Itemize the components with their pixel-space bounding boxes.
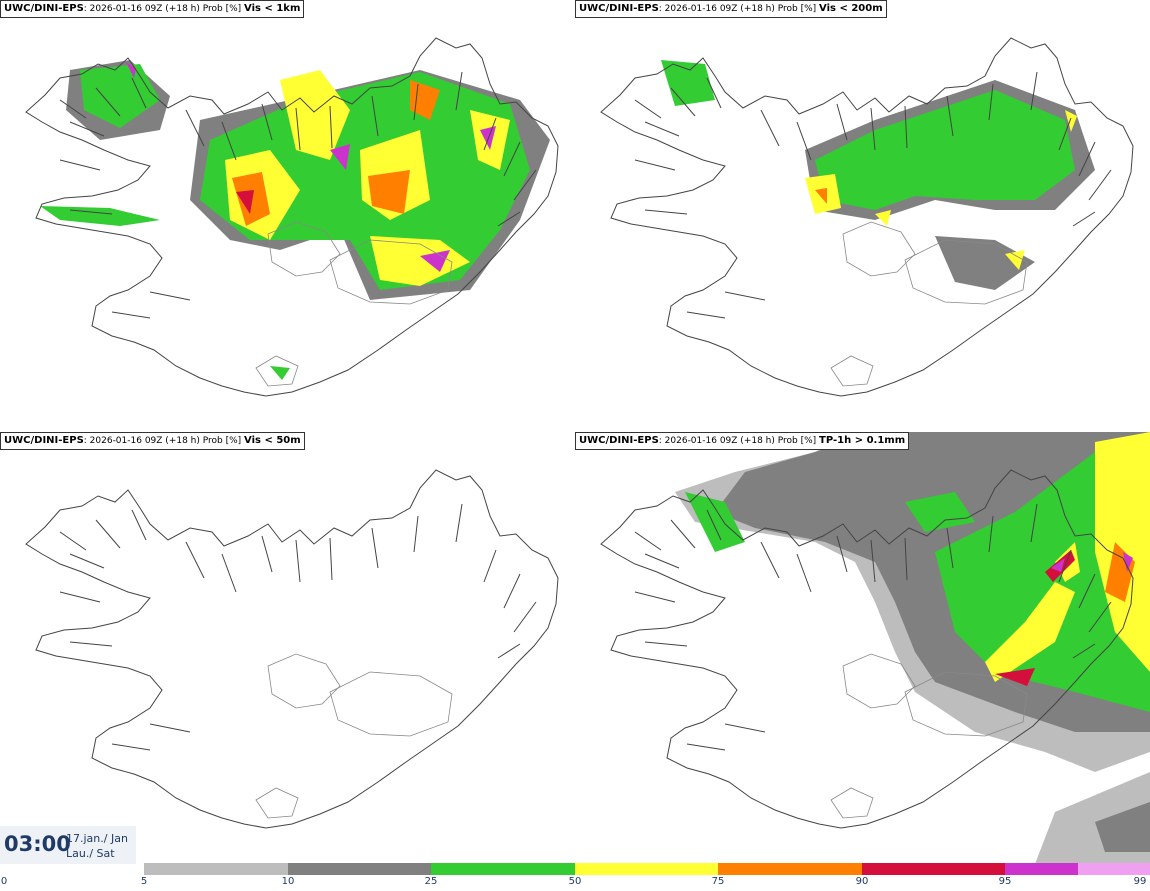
valid-time: 03:00 — [4, 832, 71, 856]
legend-tick: 25 — [424, 876, 438, 887]
iceland-map — [600, 432, 1150, 864]
iceland-map — [25, 469, 559, 829]
map-panel-vis-50m: UWC/DINI-EPS: 2026-01-16 09Z (+18 h) Pro… — [0, 432, 575, 864]
iceland-map — [25, 37, 559, 397]
legend-tick: 50 — [568, 876, 582, 887]
model-name: UWC/DINI-EPS — [579, 3, 659, 14]
panel-title: UWC/DINI-EPS: 2026-01-16 09Z (+18 h) Pro… — [575, 0, 887, 18]
coastline — [25, 469, 559, 829]
valid-date: 17.jan./ Jan Lau./ Sat — [66, 831, 128, 861]
legend-swatch — [575, 863, 718, 875]
legend-tick: 5 — [140, 876, 148, 887]
valid-time-box: 03:00 17.jan./ Jan Lau./ Sat — [0, 826, 136, 864]
valid-date-line2: Lau./ Sat — [66, 847, 115, 860]
legend-tick: 0 — [0, 876, 8, 887]
legend-swatch — [288, 863, 431, 875]
panel-title: UWC/DINI-EPS: 2026-01-16 09Z (+18 h) Pro… — [575, 432, 910, 450]
legend-tick: 95 — [998, 876, 1012, 887]
legend-tick: 75 — [711, 876, 725, 887]
legend-swatch — [1005, 863, 1078, 875]
model-name: UWC/DINI-EPS — [4, 3, 84, 14]
variable-label: Vis < 50m — [244, 435, 301, 446]
model-name: UWC/DINI-EPS — [579, 435, 659, 446]
model-name: UWC/DINI-EPS — [4, 435, 84, 446]
legend-swatch — [144, 863, 288, 875]
legend-swatch — [431, 863, 575, 875]
legend-tick: 99 — [1133, 876, 1147, 887]
probability-field — [675, 432, 1150, 864]
legend-tick: 10 — [281, 876, 295, 887]
glacier-outlines — [255, 653, 453, 819]
legend-swatch — [1078, 863, 1150, 875]
probability-field — [661, 60, 1095, 290]
legend-colorbar — [144, 863, 1150, 875]
map-panel-vis-200m: UWC/DINI-EPS: 2026-01-16 09Z (+18 h) Pro… — [575, 0, 1150, 432]
run-info: : 2026-01-16 09Z (+18 h) Prob [%] — [658, 436, 817, 446]
run-info: : 2026-01-16 09Z (+18 h) Prob [%] — [83, 4, 242, 14]
run-info: : 2026-01-16 09Z (+18 h) Prob [%] — [83, 436, 242, 446]
valid-date-line1: 17.jan./ Jan — [66, 832, 128, 845]
probability-field — [40, 60, 550, 380]
legend-tick: 90 — [855, 876, 869, 887]
iceland-map — [600, 37, 1134, 397]
panel-title: UWC/DINI-EPS: 2026-01-16 09Z (+18 h) Pro… — [0, 432, 305, 450]
variable-label: Vis < 1km — [244, 3, 301, 14]
map-panel-precip: UWC/DINI-EPS: 2026-01-16 09Z (+18 h) Pro… — [575, 432, 1150, 864]
legend-swatch — [862, 863, 1005, 875]
variable-label: Vis < 200m — [819, 3, 883, 14]
panel-title: UWC/DINI-EPS: 2026-01-16 09Z (+18 h) Pro… — [0, 0, 305, 18]
legend-swatch — [718, 863, 862, 875]
run-info: : 2026-01-16 09Z (+18 h) Prob [%] — [658, 4, 817, 14]
variable-label: TP-1h > 0.1mm — [819, 435, 906, 446]
map-panel-vis-1km: UWC/DINI-EPS: 2026-01-16 09Z (+18 h) Pro… — [0, 0, 575, 432]
